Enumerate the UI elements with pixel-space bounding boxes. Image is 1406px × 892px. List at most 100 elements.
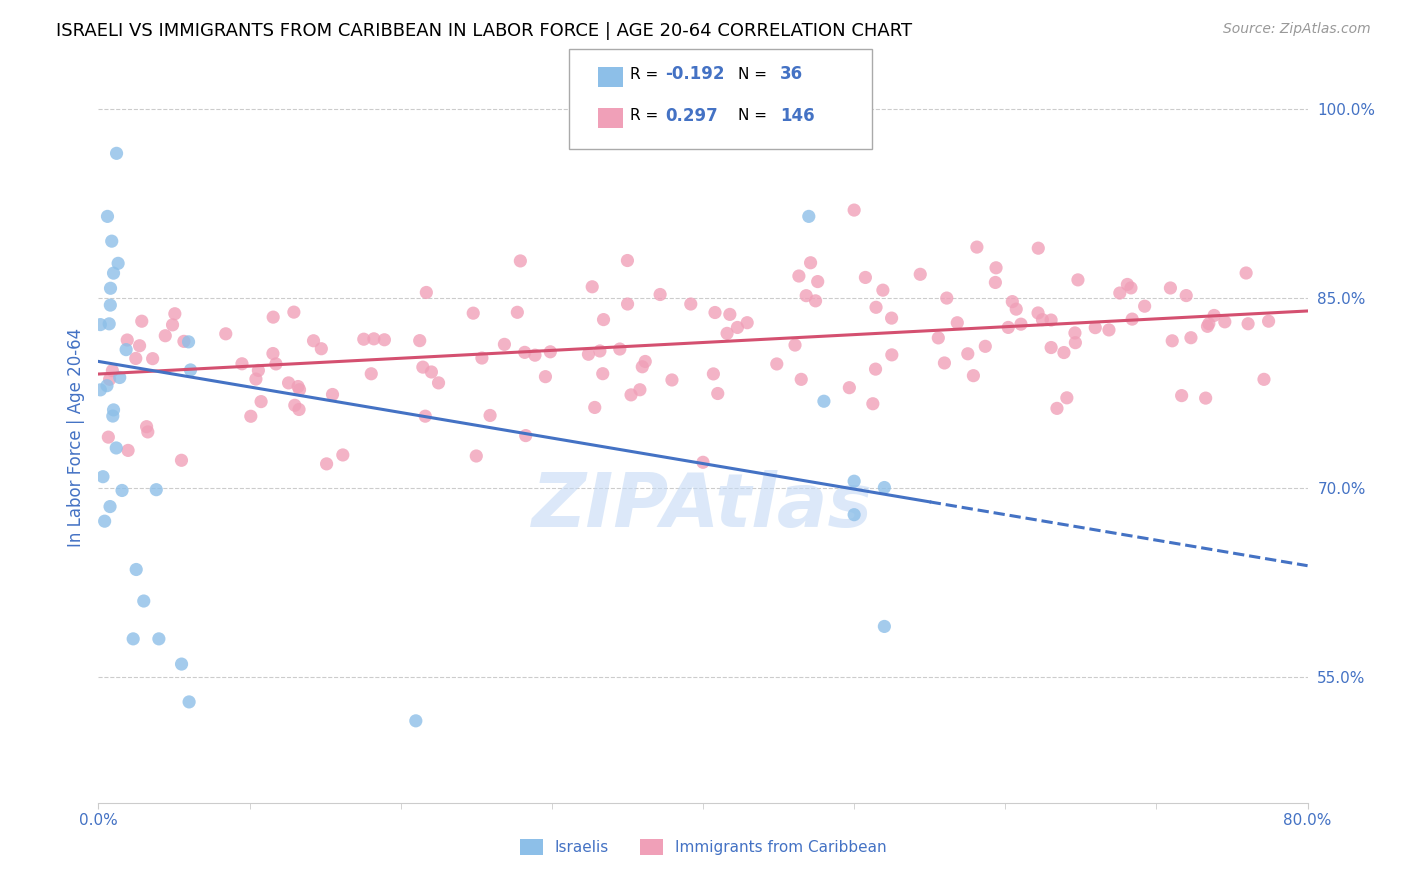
Point [679,297,702,311]
Point [1010,317,1032,331]
Point [1121,312,1143,326]
Point [125,562,148,576]
Point [215,326,238,341]
Point [1067,273,1090,287]
Point [136,425,159,439]
Point [592,367,614,381]
Text: N =: N = [738,109,768,123]
Point [1257,314,1279,328]
Point [277,376,299,390]
Point [409,334,432,348]
Point [100,281,122,295]
Point [935,291,957,305]
Point [702,367,724,381]
Point [264,357,287,371]
Point [589,343,612,358]
Point [1108,286,1130,301]
Point [692,455,714,469]
Point [1119,281,1142,295]
Point [735,316,758,330]
Point [880,311,903,326]
Point [506,305,529,319]
Point [1161,334,1184,348]
Point [415,285,437,300]
Point [581,280,603,294]
Point [170,657,193,671]
Point [934,356,956,370]
Text: R =: R = [630,109,664,123]
Point [1026,241,1049,255]
Text: N =: N = [738,67,768,81]
Point [1213,315,1236,329]
Point [984,276,1007,290]
Point [718,307,741,321]
Point [125,351,148,366]
Point [804,293,827,308]
Point [463,306,485,320]
Point [1170,389,1192,403]
Text: ISRAELI VS IMMIGRANTS FROM CARIBBEAN IN LABOR FORCE | AGE 20-64 CORRELATION CHAR: ISRAELI VS IMMIGRANTS FROM CARIBBEAN IN … [56,22,912,40]
Point [634,354,657,368]
Point [288,402,311,417]
Point [93,514,115,528]
Point [373,333,395,347]
Point [321,387,343,401]
Point [96,378,118,392]
Point [98,500,121,514]
Point [98,372,121,386]
Text: 36: 36 [780,65,803,83]
Point [956,347,979,361]
Point [1195,391,1218,405]
Point [103,403,125,417]
Point [725,320,748,334]
Point [609,342,631,356]
Point [797,210,820,224]
Point [288,383,311,397]
Point [538,344,561,359]
Point [1098,323,1121,337]
Point [177,334,200,349]
Point [865,300,887,314]
Point [360,367,382,381]
Point [765,357,787,371]
Point [873,619,896,633]
Point [145,483,167,497]
Point [794,288,817,302]
Y-axis label: In Labor Force | Age 20-64: In Labor Force | Age 20-64 [66,327,84,547]
Point [115,343,138,357]
Point [245,372,267,386]
Point [1204,309,1226,323]
Text: 146: 146 [780,107,815,125]
Point [513,345,536,359]
Point [91,469,114,483]
Point [173,334,195,349]
Point [479,409,502,423]
Point [128,339,150,353]
Text: ZIPAtlas: ZIPAtlas [533,470,873,543]
Point [515,428,537,442]
Point [1197,319,1219,334]
Point [1053,345,1076,359]
Point [163,307,186,321]
Point [98,317,121,331]
Point [974,339,997,353]
Point [162,318,184,332]
Point [787,268,810,283]
Point [927,331,949,345]
Point [1064,335,1087,350]
Point [716,326,738,341]
Point [89,318,111,332]
Point [287,379,309,393]
Point [103,266,125,280]
Point [704,305,727,319]
Point [1198,317,1220,331]
Point [790,372,813,386]
Point [1001,294,1024,309]
Point [873,481,896,495]
Text: Source: ZipAtlas.com: Source: ZipAtlas.com [1223,22,1371,37]
Text: R =: R = [630,67,664,81]
Point [807,275,830,289]
Point [231,357,253,371]
Text: 0.297: 0.297 [665,107,718,125]
Point [412,360,434,375]
